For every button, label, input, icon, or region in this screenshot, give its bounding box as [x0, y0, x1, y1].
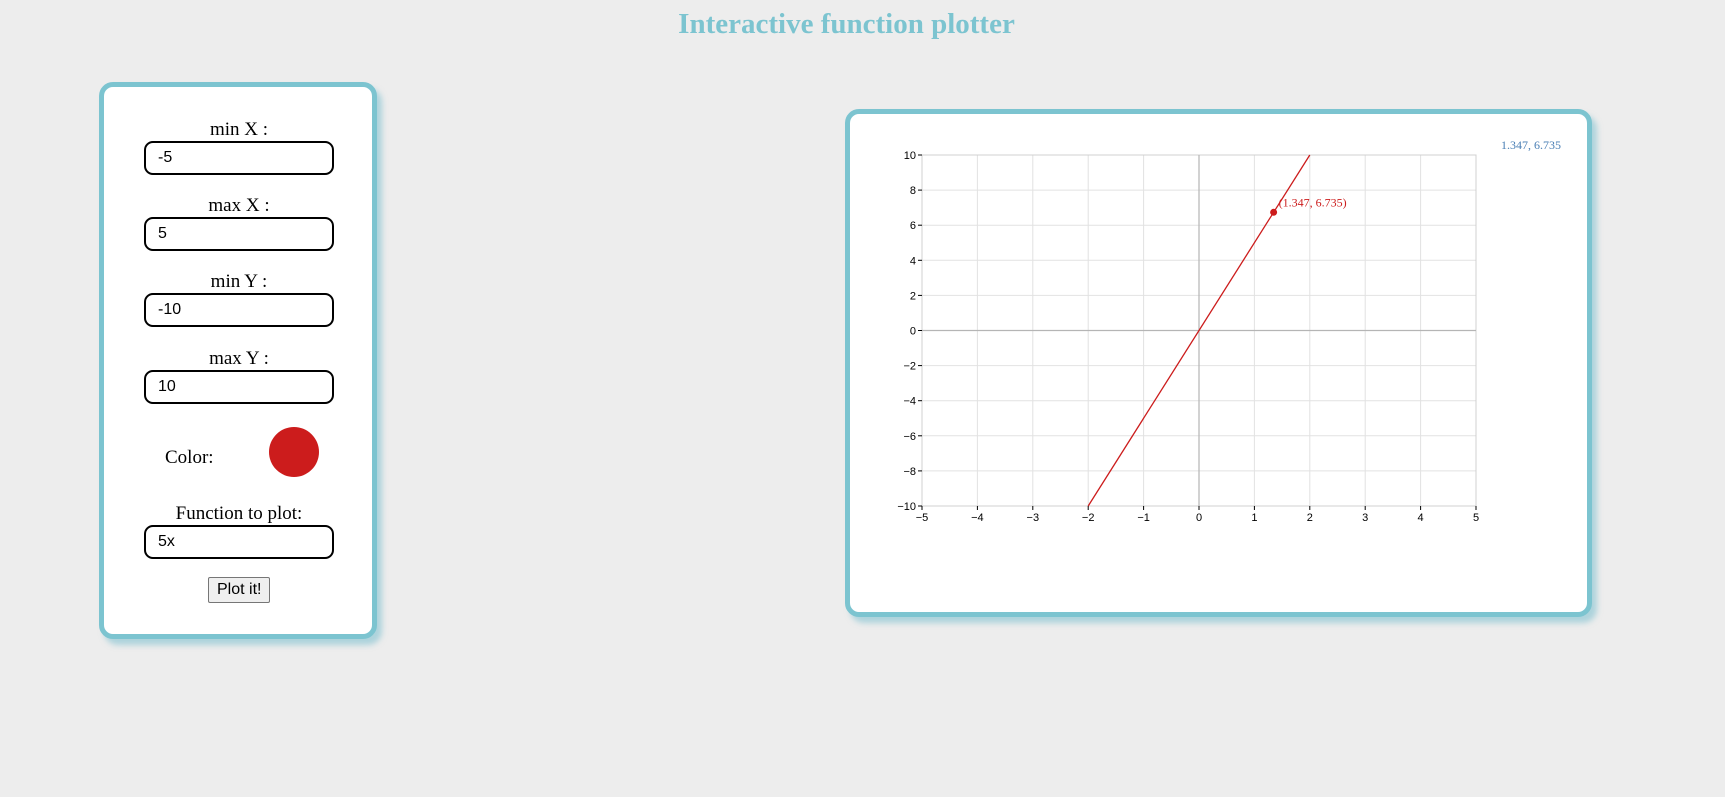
- y-tick-label: 2: [910, 290, 916, 302]
- highlight-point: [1270, 208, 1278, 216]
- y-tick-label: 4: [910, 255, 916, 267]
- y-tick-label: −6: [903, 431, 916, 443]
- min-x-field: min X :: [144, 119, 334, 175]
- min-y-field: min Y :: [144, 271, 334, 327]
- x-tick-label: −2: [1082, 512, 1095, 524]
- x-tick-label: −5: [916, 512, 929, 524]
- coordinate-readout: 1.347, 6.735: [1501, 138, 1561, 152]
- min-y-label: min Y :: [210, 271, 268, 292]
- color-row: Color:: [144, 427, 334, 479]
- min-x-label: min X :: [209, 119, 269, 140]
- min-x-input[interactable]: [144, 141, 334, 175]
- function-input[interactable]: [144, 525, 334, 559]
- max-x-input[interactable]: [144, 217, 334, 251]
- color-label: Color:: [165, 447, 214, 468]
- max-x-field: max X :: [144, 195, 334, 251]
- y-tick-label: 10: [904, 150, 916, 162]
- x-tick-label: 0: [1196, 512, 1202, 524]
- x-tick-label: −3: [1027, 512, 1040, 524]
- color-picker[interactable]: [269, 427, 319, 477]
- plot-panel: −5 −4 −3 −2 −1 0 1 2 3 4 5 −10 −8 −6 −4 −2 0 2 4 6 8 10 (1.34…: [845, 109, 1592, 617]
- min-y-input[interactable]: [144, 293, 334, 327]
- x-tick-label: 3: [1362, 512, 1368, 524]
- x-tick-label: 5: [1473, 512, 1479, 524]
- x-tick-label: −4: [971, 512, 984, 524]
- highlight: (1.347, 6.735): [1270, 195, 1347, 216]
- max-y-label: max Y :: [209, 348, 269, 369]
- y-tick-label: −10: [897, 501, 916, 513]
- function-field: Function to plot:: [144, 503, 334, 559]
- function-label: Function to plot:: [175, 503, 303, 524]
- plot-button[interactable]: Plot it!: [208, 577, 271, 603]
- max-x-label: max X :: [208, 195, 270, 216]
- y-tick-label: −2: [903, 361, 916, 373]
- y-tick-label: −8: [903, 466, 916, 478]
- x-tick-label: −1: [1137, 512, 1150, 524]
- max-y-input[interactable]: [144, 370, 334, 404]
- x-tick-label: 4: [1418, 512, 1424, 524]
- y-tick-label: 0: [910, 326, 916, 338]
- max-y-field: max Y :: [144, 348, 334, 404]
- y-tick-label: −4: [903, 396, 916, 408]
- x-tick-label: 2: [1307, 512, 1313, 524]
- y-tick-label: 8: [910, 185, 916, 197]
- page-title: Interactive function plotter: [678, 8, 1015, 40]
- point-tooltip: (1.347, 6.735): [1279, 195, 1347, 209]
- y-tick-label: 6: [910, 220, 916, 232]
- x-tick-label: 1: [1251, 512, 1257, 524]
- controls-panel: min X : max X : min Y : max Y : Color: F…: [99, 82, 377, 639]
